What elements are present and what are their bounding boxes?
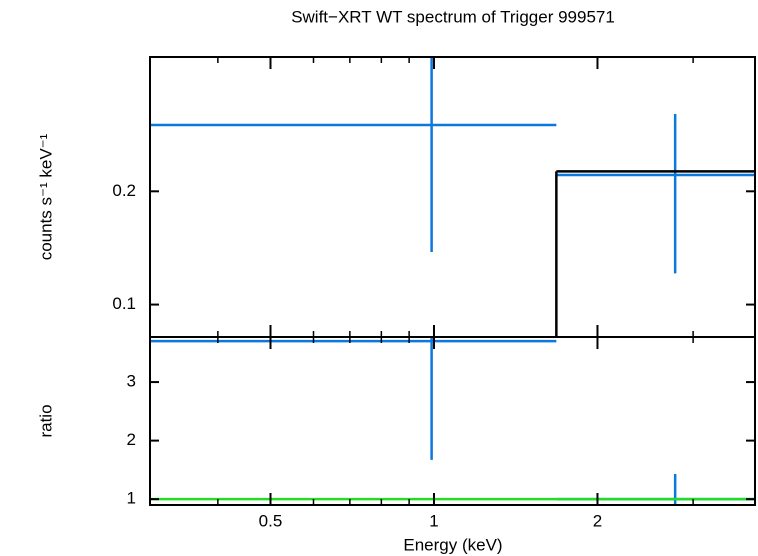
y-tick-label: 1 — [127, 489, 136, 508]
y-axis-label: ratio — [36, 404, 55, 437]
chart-title: Swift−XRT WT spectrum of Trigger 999571 — [291, 7, 615, 26]
y-tick-label: 3 — [127, 372, 136, 391]
plot-area — [150, 57, 755, 337]
x-tick-label: 2 — [593, 511, 602, 530]
y-tick-label: 2 — [127, 430, 136, 449]
y-axis-label: counts s⁻¹ keV⁻¹ — [36, 133, 55, 260]
frame — [149, 56, 756, 338]
y-tick-label: 0.1 — [112, 294, 136, 313]
y-tick-label: 0.2 — [112, 181, 136, 200]
x-tick-label: 0.5 — [259, 511, 283, 530]
plot-area — [150, 337, 755, 505]
x-tick-label: 1 — [429, 511, 438, 530]
frame — [149, 336, 756, 506]
x-axis-label: Energy (keV) — [403, 535, 502, 554]
